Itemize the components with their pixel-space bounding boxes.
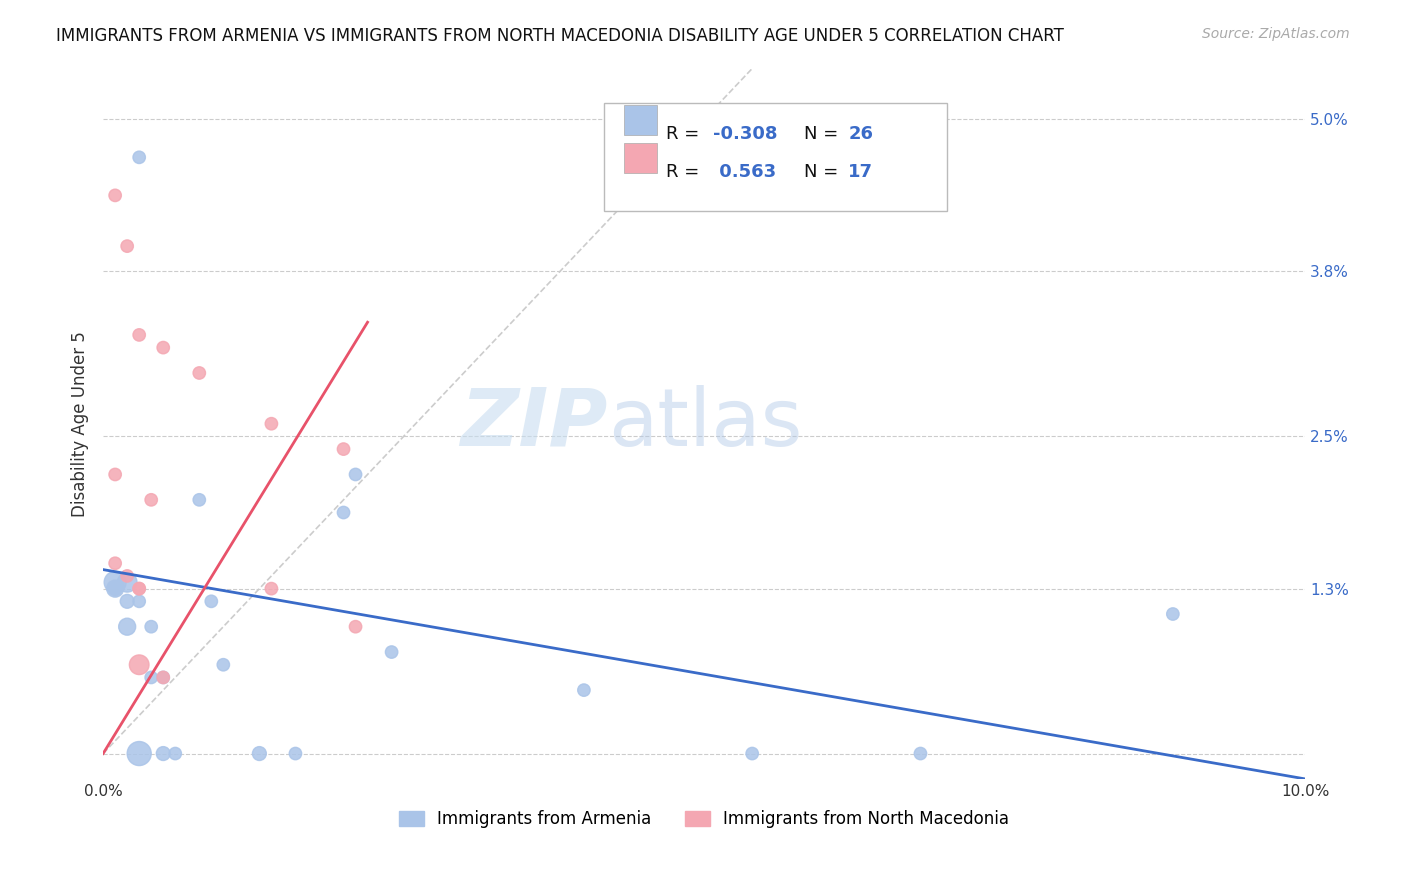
Point <box>344 620 367 634</box>
Text: N =: N = <box>804 125 844 143</box>
Point <box>115 569 138 583</box>
Text: N =: N = <box>804 163 844 181</box>
Point <box>332 442 354 456</box>
Point <box>165 747 187 761</box>
Point <box>104 188 127 202</box>
Point <box>128 582 150 596</box>
Point <box>212 657 235 672</box>
Point <box>141 620 163 634</box>
Point <box>152 670 174 684</box>
Point <box>152 747 174 761</box>
Point <box>332 506 354 520</box>
Point <box>104 582 127 596</box>
Text: atlas: atlas <box>607 384 803 463</box>
Text: R =: R = <box>665 163 704 181</box>
Point <box>128 327 150 342</box>
Point <box>104 582 127 596</box>
Point <box>572 683 595 698</box>
Point <box>141 492 163 507</box>
Point <box>381 645 404 659</box>
Point <box>188 492 211 507</box>
Point <box>128 582 150 596</box>
Legend: Immigrants from Armenia, Immigrants from North Macedonia: Immigrants from Armenia, Immigrants from… <box>392 803 1017 835</box>
FancyBboxPatch shape <box>605 103 946 211</box>
Text: -0.308: -0.308 <box>713 125 778 143</box>
Point <box>247 747 270 761</box>
Point <box>104 556 127 570</box>
Point <box>104 467 127 482</box>
Point <box>128 150 150 164</box>
Point <box>260 417 283 431</box>
Point <box>260 582 283 596</box>
Y-axis label: Disability Age Under 5: Disability Age Under 5 <box>72 331 89 516</box>
Text: R =: R = <box>665 125 704 143</box>
Text: 0.563: 0.563 <box>713 163 776 181</box>
Point <box>128 657 150 672</box>
Point <box>104 575 127 590</box>
Point <box>1161 607 1184 621</box>
Point <box>115 239 138 253</box>
Bar <box>624 143 657 173</box>
Text: IMMIGRANTS FROM ARMENIA VS IMMIGRANTS FROM NORTH MACEDONIA DISABILITY AGE UNDER : IMMIGRANTS FROM ARMENIA VS IMMIGRANTS FR… <box>56 27 1064 45</box>
Text: 26: 26 <box>848 125 873 143</box>
Text: ZIP: ZIP <box>461 384 607 463</box>
Bar <box>624 104 657 135</box>
Point <box>128 594 150 608</box>
Point <box>188 366 211 380</box>
Point <box>284 747 307 761</box>
Point <box>128 747 150 761</box>
Point <box>152 341 174 355</box>
Point <box>115 620 138 634</box>
Point <box>741 747 763 761</box>
Point <box>115 594 138 608</box>
Point <box>344 467 367 482</box>
Text: 17: 17 <box>848 163 873 181</box>
Point <box>115 575 138 590</box>
Point <box>141 670 163 684</box>
Point <box>152 670 174 684</box>
Text: Source: ZipAtlas.com: Source: ZipAtlas.com <box>1202 27 1350 41</box>
Point <box>910 747 932 761</box>
Point <box>200 594 222 608</box>
